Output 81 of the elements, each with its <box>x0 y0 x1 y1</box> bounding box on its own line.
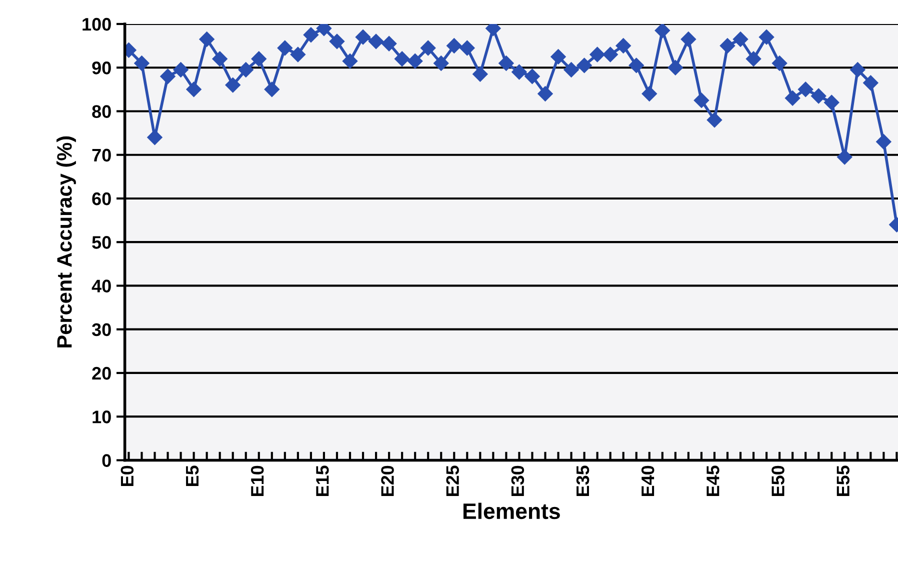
point <box>460 40 475 56</box>
point <box>512 64 527 80</box>
point <box>694 92 710 108</box>
point <box>355 30 371 45</box>
point <box>616 38 631 54</box>
point <box>564 62 579 78</box>
x-tick-label: E50 <box>772 466 784 496</box>
y-tick-label: 10 <box>92 410 111 424</box>
y-tick-label: 100 <box>82 18 111 31</box>
point <box>837 149 852 165</box>
x-tick-label: E10 <box>250 466 264 496</box>
point <box>758 30 774 45</box>
y-tick-label: 0 <box>102 454 111 467</box>
y-tick-label: 80 <box>92 105 111 118</box>
point <box>576 58 592 73</box>
point <box>746 51 762 66</box>
y-tick-label: 60 <box>92 192 111 206</box>
x-tick-label: E25 <box>446 466 459 496</box>
point <box>173 62 188 78</box>
point <box>264 82 280 97</box>
x-tick-label: E40 <box>641 466 654 496</box>
point <box>303 27 319 42</box>
point <box>602 46 618 62</box>
point <box>706 112 722 128</box>
point <box>342 53 358 69</box>
x-tick-label: E0 <box>120 466 134 486</box>
point <box>147 130 162 145</box>
y-tick-label: 70 <box>92 148 111 162</box>
x-tick-label: E20 <box>381 466 394 496</box>
point <box>212 51 228 66</box>
point <box>160 68 176 84</box>
point <box>498 56 514 71</box>
point <box>381 36 397 52</box>
y-tick-label: 40 <box>92 280 111 292</box>
point <box>251 51 266 66</box>
point <box>290 46 306 62</box>
point <box>434 56 449 71</box>
point <box>225 77 240 93</box>
point <box>277 40 292 56</box>
point <box>446 38 462 54</box>
point <box>238 62 254 78</box>
point <box>550 49 566 64</box>
point <box>863 75 878 90</box>
point <box>199 32 214 47</box>
point <box>654 24 670 38</box>
point <box>394 51 410 66</box>
y-axis-title: Percent Accuracy (%) <box>56 136 76 348</box>
point <box>668 60 683 76</box>
point <box>720 38 736 54</box>
point <box>420 40 436 56</box>
x-axis-title: Elements <box>463 502 560 520</box>
point <box>772 56 788 71</box>
point <box>784 90 800 106</box>
point <box>134 56 150 71</box>
y-tick-label: 50 <box>92 236 111 249</box>
y-tick-label: 20 <box>92 366 111 380</box>
y-tick-label: 90 <box>92 62 111 74</box>
point <box>186 82 202 97</box>
point <box>472 66 488 82</box>
point <box>798 82 814 97</box>
y-tick-label: 30 <box>92 323 111 336</box>
point <box>329 34 345 49</box>
point <box>811 88 826 104</box>
point <box>642 86 657 102</box>
point <box>590 46 605 62</box>
point <box>628 58 644 73</box>
point <box>850 62 866 78</box>
x-tick-label: E30 <box>511 466 524 496</box>
point <box>680 32 696 47</box>
x-tick-label: E5 <box>186 466 199 486</box>
x-tick-label: E55 <box>836 466 850 496</box>
point <box>408 53 423 69</box>
point <box>824 94 840 110</box>
point <box>876 134 892 150</box>
point <box>524 68 540 84</box>
x-tick-label: E45 <box>706 466 720 496</box>
point <box>368 34 384 49</box>
point <box>732 32 748 47</box>
x-tick-label: E35 <box>576 466 590 496</box>
point <box>538 86 553 102</box>
x-tick-label: E15 <box>316 466 329 496</box>
